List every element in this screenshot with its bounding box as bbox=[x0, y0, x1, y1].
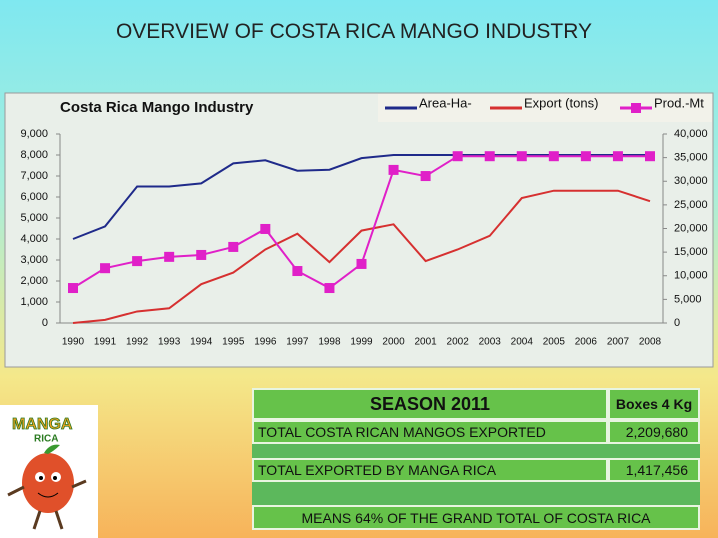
y-tick-label: 5,000 bbox=[20, 212, 48, 224]
logo: MANGA RICA bbox=[0, 405, 98, 538]
y-tick-label: 7,000 bbox=[20, 170, 48, 182]
y-tick-label: 2,000 bbox=[20, 275, 48, 287]
point-marker bbox=[516, 151, 527, 162]
point-marker bbox=[260, 223, 271, 234]
point-marker bbox=[292, 266, 303, 277]
point-marker bbox=[548, 151, 559, 162]
y-tick-label: 3,000 bbox=[20, 254, 48, 266]
point-marker bbox=[356, 258, 367, 269]
point-marker bbox=[484, 151, 495, 162]
x-tick-label: 2002 bbox=[447, 337, 470, 348]
y2-tick-label: 5,000 bbox=[674, 293, 702, 305]
y2-tick-label: 35,000 bbox=[674, 152, 708, 164]
y2-tick-label: 30,000 bbox=[674, 175, 708, 187]
table-cell: SEASON 2011 bbox=[252, 388, 608, 420]
x-tick-label: 1992 bbox=[126, 337, 149, 348]
point-marker bbox=[645, 151, 655, 162]
point-marker bbox=[420, 171, 431, 182]
logo-text: RICA bbox=[34, 434, 58, 445]
pupil bbox=[53, 476, 57, 480]
y-tick-label: 6,000 bbox=[20, 191, 48, 203]
slide-title: OVERVIEW OF COSTA RICA MANGO INDUSTRY bbox=[115, 20, 593, 43]
point-marker bbox=[388, 164, 399, 175]
x-tick-label: 1995 bbox=[222, 337, 245, 348]
y-tick-label: 0 bbox=[42, 317, 48, 329]
point-marker bbox=[612, 151, 623, 162]
table-cell: 2,209,680 bbox=[608, 420, 700, 444]
table-cell: Boxes 4 Kg bbox=[608, 388, 700, 420]
x-tick-label: 1996 bbox=[254, 337, 277, 348]
legend-label: Area-Ha- bbox=[419, 95, 472, 110]
point-marker bbox=[580, 151, 591, 162]
x-tick-label: 2005 bbox=[543, 337, 566, 348]
point-marker bbox=[196, 249, 207, 260]
x-tick-label: 1997 bbox=[286, 337, 309, 348]
x-tick-label: 1993 bbox=[158, 337, 181, 348]
x-tick-label: 2003 bbox=[479, 337, 502, 348]
x-tick-label: 1994 bbox=[190, 337, 213, 348]
table-cell: MEANS 64% OF THE GRAND TOTAL OF COSTA RI… bbox=[252, 505, 700, 530]
x-tick-label: 1999 bbox=[350, 337, 373, 348]
y2-tick-label: 25,000 bbox=[674, 199, 708, 211]
legend-label: Export (tons) bbox=[524, 95, 598, 110]
y2-tick-label: 20,000 bbox=[674, 222, 708, 234]
series-line bbox=[72, 189, 651, 324]
y2-tick-label: 0 bbox=[674, 317, 680, 329]
table-cell: TOTAL EXPORTED BY MANGA RICA bbox=[252, 458, 608, 482]
mango-body bbox=[22, 453, 74, 513]
chart-frame bbox=[4, 92, 714, 368]
x-tick-label: 1990 bbox=[62, 337, 85, 348]
legend-label: Prod.-Mt bbox=[654, 95, 704, 110]
pupil bbox=[39, 476, 43, 480]
logo-art: MANGA RICA bbox=[7, 416, 87, 530]
x-tick-label: 2008 bbox=[639, 337, 662, 348]
point-marker bbox=[452, 151, 463, 162]
point-marker bbox=[228, 241, 239, 252]
point-marker bbox=[68, 283, 78, 294]
chart-title: Costa Rica Mango Industry bbox=[60, 99, 254, 116]
mouth bbox=[37, 492, 59, 498]
y2-tick-label: 10,000 bbox=[674, 270, 708, 282]
point-marker bbox=[164, 251, 175, 262]
y-tick-label: 9,000 bbox=[20, 128, 48, 140]
y-tick-label: 1,000 bbox=[20, 296, 48, 308]
y-tick-label: 4,000 bbox=[20, 233, 48, 245]
legend-box bbox=[378, 94, 712, 122]
limbs bbox=[7, 479, 87, 530]
y2-tick-label: 40,000 bbox=[674, 128, 708, 140]
x-tick-label: 2006 bbox=[575, 337, 598, 348]
point-marker bbox=[132, 256, 143, 267]
x-tick-label: 1998 bbox=[318, 337, 341, 348]
table: SEASON 2011 Boxes 4 Kg TOTAL COSTA RICAN M… bbox=[252, 388, 700, 530]
y2-tick-label: 15,000 bbox=[674, 246, 708, 258]
x-tick-label: 2000 bbox=[382, 337, 405, 348]
logo-text: MANGA bbox=[12, 416, 73, 433]
x-tick-label: 2004 bbox=[511, 337, 534, 348]
x-tick-label: 2007 bbox=[607, 337, 630, 348]
x-tick-label: 2001 bbox=[414, 337, 437, 348]
x-tick-label: 1991 bbox=[94, 337, 117, 348]
point-marker bbox=[324, 283, 335, 294]
leaf bbox=[44, 444, 60, 454]
y-tick-label: 8,000 bbox=[20, 149, 48, 161]
point-marker bbox=[100, 263, 111, 274]
legend-marker bbox=[631, 103, 641, 113]
table-cell: 1,417,456 bbox=[608, 458, 700, 482]
table-cell: TOTAL COSTA RICAN MANGOS EXPORTED bbox=[252, 420, 608, 444]
